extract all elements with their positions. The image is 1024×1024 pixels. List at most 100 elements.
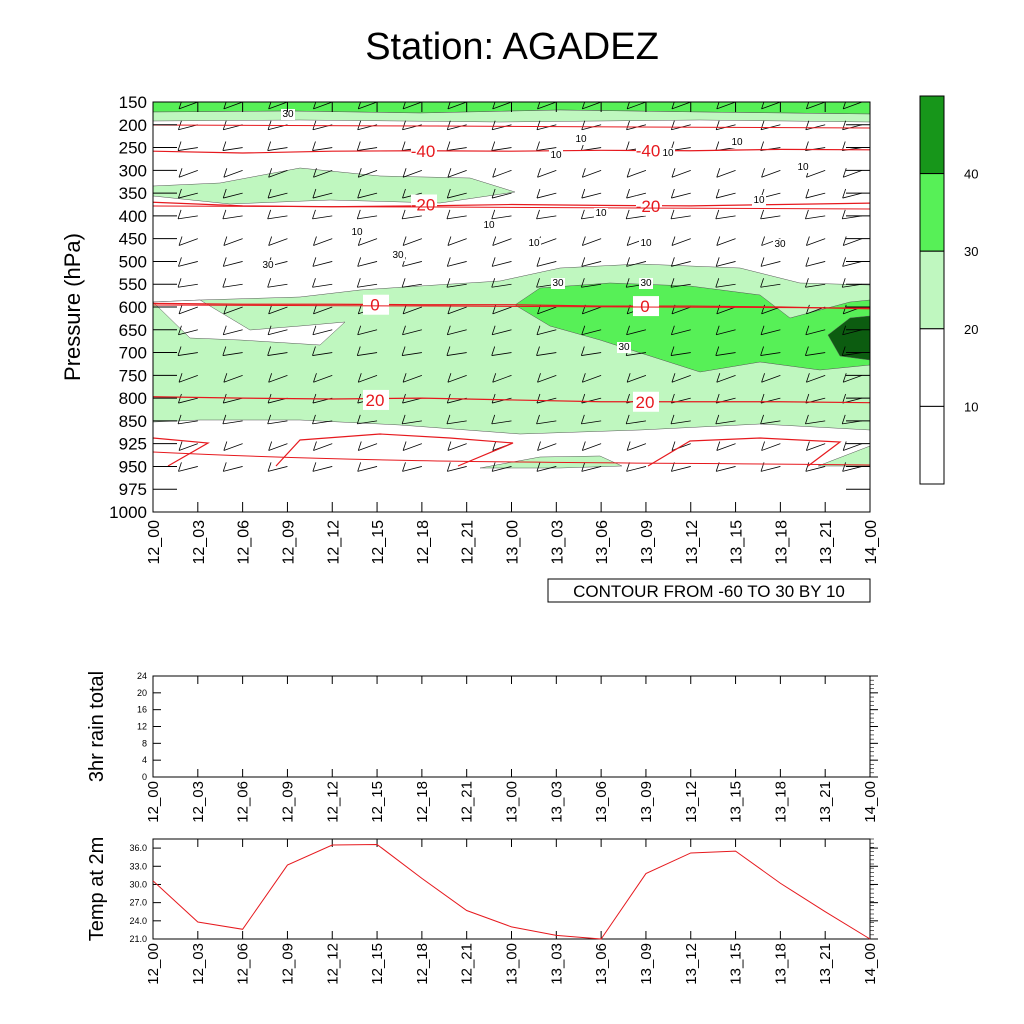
wind-barb-shaft — [447, 169, 467, 178]
wind-barb-shaft — [806, 374, 826, 383]
wind-barb-shaft — [626, 329, 647, 336]
wind-barb-flag — [671, 373, 676, 383]
y-tick-label: 300 — [119, 161, 147, 180]
wind-barb-shaft — [268, 443, 288, 451]
rain-panel: 0 4 8 12 16 20 24 12_00 12_03 12_06 12_09 12_12 12_1… — [86, 671, 879, 823]
temp-contour-label: -20 — [636, 197, 661, 216]
wind-barb-flag — [402, 325, 406, 335]
wind-barb-flag — [357, 304, 362, 314]
wind-barb-flag — [671, 168, 676, 178]
wind-barb-flag — [401, 346, 406, 356]
speed-contour-label: 30 — [774, 239, 786, 250]
wind-barb-shaft — [492, 261, 512, 267]
colorbar-segment — [919, 250, 945, 330]
wind-barb-shaft — [223, 261, 243, 267]
wind-barb-shaft — [806, 238, 826, 246]
wind-barb-shaft — [178, 102, 198, 110]
wind-barb-shaft — [716, 102, 736, 110]
wind-barb-flag — [806, 441, 810, 451]
panel-x-tick-label: 13_06 — [593, 943, 610, 985]
wind-barb-shaft — [357, 283, 378, 288]
wind-barb-flag — [356, 414, 361, 425]
wind-barb-flag — [447, 236, 452, 246]
wind-barb-flag — [312, 346, 316, 356]
wind-barb-shaft — [626, 466, 647, 472]
wind-barb-shaft — [536, 352, 557, 356]
wind-barb-shaft — [223, 374, 243, 383]
colorbar: 40 30 20 10 — [919, 95, 978, 485]
wind-barb-flag — [178, 462, 182, 472]
wind-barb-shaft — [536, 215, 557, 220]
panel-x-tick-label: 13_09 — [638, 781, 655, 823]
speed-label-bg — [639, 238, 653, 249]
wind-barb-shaft — [715, 352, 736, 356]
speed-contour-label: 10 — [528, 238, 540, 249]
wind-barb-flag — [491, 325, 496, 335]
wind-barb-shaft — [760, 283, 781, 288]
wind-barb-shaft — [357, 215, 378, 220]
y-tick-label: 925 — [119, 435, 147, 454]
wind-barb-flag — [178, 441, 183, 451]
wind-barb-shaft — [581, 261, 602, 267]
wind-barb-shaft — [582, 102, 602, 110]
wind-barb-flag — [446, 209, 451, 220]
speed-label-bg — [594, 208, 608, 219]
wind-barb-flag — [761, 102, 765, 109]
wind-barb-flag — [626, 120, 630, 130]
wind-barb-flag — [581, 120, 586, 130]
wind-barb-flag — [581, 257, 586, 267]
wind-barb-flag — [268, 373, 273, 383]
wind-barb-shaft — [671, 169, 691, 178]
wind-barb-flag — [536, 346, 540, 356]
wind-barb-shaft — [716, 374, 736, 383]
wind-barb-shaft — [670, 215, 691, 220]
wind-barb-flag — [356, 346, 361, 356]
wind-barb-flag — [536, 414, 540, 425]
wind-barb-flag — [760, 414, 764, 425]
x-tick-label: 12_06 — [236, 520, 253, 565]
wind-barb-flag — [402, 168, 407, 178]
x-tick-label: 13_06 — [594, 520, 611, 565]
speed-label-bg — [281, 109, 295, 120]
temp-contour-label: -40 — [636, 142, 661, 161]
panel-x-tick-label: 14_00 — [862, 781, 879, 823]
wind-barb-flag — [625, 278, 630, 288]
wind-barb-flag — [760, 257, 765, 267]
wind-barb-shaft — [177, 215, 198, 220]
wind-barb-shaft — [402, 238, 423, 246]
wind-barb-flag — [357, 462, 362, 472]
wind-barb-shaft — [582, 169, 602, 178]
wind-barb-flag — [581, 462, 586, 472]
speed-label-bg — [551, 278, 565, 289]
y-tick-label: 550 — [119, 275, 147, 294]
wind-barb-shaft — [805, 261, 826, 267]
wind-barb-flag — [402, 236, 407, 246]
wind-barb-flag — [491, 141, 496, 151]
wind-barb-flag — [842, 168, 847, 178]
wind-barb-shaft — [581, 283, 602, 288]
wind-barb-flag — [491, 209, 496, 220]
temp-contour-label: 20 — [636, 393, 655, 412]
panel-x-tick-label: 12_09 — [279, 781, 296, 823]
wind-barb-flag — [536, 257, 541, 267]
wind-barb-shaft — [627, 443, 647, 451]
wind-barb-shaft — [843, 374, 863, 383]
y-tick-label: 250 — [119, 139, 147, 158]
wind-barb-flag — [761, 373, 765, 383]
wind-barb-flag — [670, 120, 675, 130]
speed-label-bg — [482, 220, 496, 231]
wind-barb-shaft — [447, 192, 467, 199]
wind-barb-flag — [626, 462, 630, 472]
wind-barb-shaft — [716, 466, 736, 472]
wind-barb-shaft — [716, 329, 736, 336]
panel-y-tick-label: 4 — [142, 755, 147, 765]
wind-barb-shaft — [842, 124, 863, 131]
wind-barb-shaft — [447, 306, 467, 315]
wind-barb-shaft — [178, 169, 198, 178]
wind-barb-shaft — [447, 238, 467, 246]
speed-contour-label: 30 — [392, 250, 404, 261]
wind-barb-flag — [670, 278, 675, 288]
wind-barb-shaft — [177, 147, 198, 151]
wind-barb-shaft — [402, 261, 422, 267]
